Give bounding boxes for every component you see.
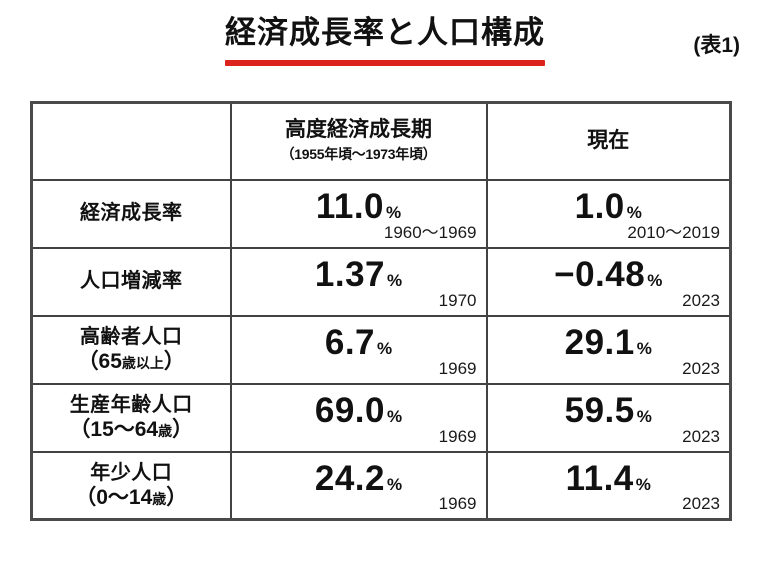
percent-sign: % — [647, 271, 663, 290]
population-statistics-table: 高度経済成長期 （1955年頃〜1973年頃） 現在 経済成長率 11.0% 196… — [30, 101, 732, 521]
value-number: 11.0 — [315, 187, 385, 226]
percent-sign: % — [635, 474, 651, 494]
row-label-part: 歳 — [158, 422, 173, 439]
percent-sign: % — [377, 339, 393, 358]
value-number: 29.1 — [564, 323, 635, 362]
row-label-part: （0〜14 — [75, 485, 153, 509]
header-empty-cell — [30, 101, 232, 181]
year-note: 2010〜2019 — [627, 222, 720, 242]
row-label-line1: 経済成長率 — [80, 202, 183, 224]
percent-sign: % — [386, 203, 402, 222]
table-row: 生産年齢人口 （15〜64歳） 69.0% 1969 59.5% 2023 — [30, 382, 732, 453]
row-label-line1: 生産年齢人口 — [69, 393, 193, 416]
period-value-cell: 1.37% 1970 — [229, 246, 488, 317]
value-line: −0.48% — [488, 255, 730, 308]
page-title: 経済成長率と人口構成 — [225, 15, 545, 50]
percent-sign: % — [626, 203, 642, 222]
value-line: 29.1% — [488, 323, 730, 376]
row-label-line1: 人口増減率 — [80, 270, 183, 292]
percent-sign: % — [636, 407, 652, 426]
row-label: 人口増減率 — [30, 246, 232, 317]
value-number: −0.48 — [554, 255, 646, 294]
title-block: 経済成長率と人口構成 — [0, 14, 770, 66]
row-label-part: ） — [172, 417, 194, 441]
value-line: 11.4% — [488, 459, 730, 512]
year-note: 1960〜1969 — [383, 222, 477, 242]
year-note: 2023 — [682, 290, 720, 310]
present-value-cell: 1.0% 2010〜2019 — [485, 178, 732, 249]
row-label-line2: （15〜64歳） — [33, 418, 230, 441]
value-number: 69.0 — [314, 391, 385, 430]
row-label-line1: 高齢者人口 — [80, 325, 183, 348]
row-label: 経済成長率 — [30, 178, 232, 249]
period-value-cell: 6.7% 1969 — [229, 314, 488, 385]
row-label: 年少人口 （0〜14歳） — [30, 450, 232, 521]
title-underline — [225, 59, 545, 66]
row-label-line1: 年少人口 — [90, 461, 173, 484]
value-line: 1.0% — [488, 187, 730, 240]
row-label: 高齢者人口 （65歳以上） — [30, 314, 232, 385]
value-line: 69.0% — [232, 391, 486, 444]
year-note: 1969 — [438, 426, 477, 446]
value-line: 24.2% — [232, 459, 486, 512]
table-row: 年少人口 （0〜14歳） 24.2% 1969 11.4% 2023 — [30, 450, 732, 521]
header-present-cell: 現在 — [485, 101, 732, 181]
title-inner: 経済成長率と人口構成 — [225, 14, 545, 66]
percent-sign: % — [636, 339, 652, 358]
table-number-label: (表1) — [693, 34, 740, 57]
percent-sign: % — [387, 271, 403, 290]
row-label-part: 歳 — [152, 490, 167, 507]
year-note: 1969 — [438, 358, 477, 378]
value-number: 6.7 — [324, 323, 376, 362]
year-note: 2023 — [682, 494, 720, 513]
value-number: 59.5 — [564, 391, 635, 430]
period-value-cell: 11.0% 1960〜1969 — [229, 178, 488, 249]
present-value-cell: 59.5% 2023 — [485, 382, 732, 453]
percent-sign: % — [387, 407, 403, 426]
table-row: 人口増減率 1.37% 1970 −0.48% 2023 — [30, 246, 732, 317]
table-row: 経済成長率 11.0% 1960〜1969 1.0% 2010〜2019 — [30, 178, 732, 249]
row-label-line2: （0〜14歳） — [33, 486, 230, 509]
year-note: 1970 — [438, 290, 477, 310]
header-period-title: 高度経済成長期 — [285, 118, 432, 142]
row-label-part: 歳以上 — [121, 354, 164, 371]
value-line: 6.7% — [232, 323, 486, 376]
header-period-cell: 高度経済成長期 （1955年頃〜1973年頃） — [229, 101, 488, 181]
period-value-cell: 24.2% 1969 — [229, 450, 488, 521]
percent-sign: % — [387, 474, 403, 494]
row-label-part: （65 — [77, 349, 122, 373]
present-value-cell: −0.48% 2023 — [485, 246, 732, 317]
year-note: 2023 — [682, 358, 720, 378]
row-label-line2: （65歳以上） — [33, 350, 230, 373]
year-note: 1969 — [438, 494, 477, 513]
row-label-part: （15〜64 — [69, 417, 159, 441]
row-label: 生産年齢人口 （15〜64歳） — [30, 382, 232, 453]
present-value-cell: 11.4% 2023 — [485, 450, 732, 521]
value-line: 1.37% — [232, 255, 486, 308]
value-line: 11.0% — [232, 187, 486, 240]
year-note: 2023 — [682, 426, 720, 446]
header-row: 高度経済成長期 （1955年頃〜1973年頃） 現在 — [30, 101, 732, 181]
period-value-cell: 69.0% 1969 — [229, 382, 488, 453]
value-number: 1.0 — [574, 187, 625, 226]
value-number: 11.4 — [565, 458, 634, 498]
value-line: 59.5% — [488, 391, 730, 444]
table-row: 高齢者人口 （65歳以上） 6.7% 1969 29.1% 2023 — [30, 314, 732, 385]
value-number: 1.37 — [314, 255, 385, 294]
row-label-part: ） — [166, 485, 188, 509]
present-value-cell: 29.1% 2023 — [485, 314, 732, 385]
value-number: 24.2 — [314, 458, 385, 498]
header-present-title: 現在 — [587, 129, 630, 153]
row-label-part: ） — [163, 349, 185, 373]
header-period-subtitle: （1955年頃〜1973年頃） — [280, 146, 437, 163]
